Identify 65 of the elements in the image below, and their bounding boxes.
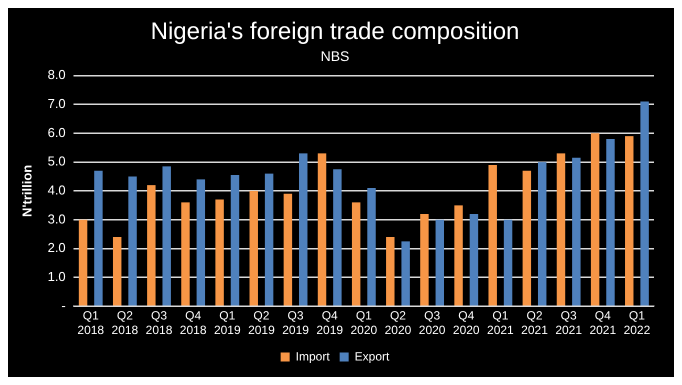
legend-label: Import bbox=[296, 349, 330, 364]
y-axis-title: N'trillion bbox=[19, 164, 34, 217]
x-tick-label: Q2 2019 bbox=[248, 308, 276, 338]
bar bbox=[556, 153, 566, 306]
x-tick-label: Q2 2021 bbox=[521, 308, 548, 338]
bar bbox=[572, 158, 581, 306]
y-tick-label: 4.0 bbox=[48, 182, 66, 198]
chart-subtitle: NBS bbox=[320, 48, 350, 64]
x-tick-label: Q1 2018 bbox=[77, 308, 104, 338]
bar bbox=[284, 194, 292, 306]
x-tick-label: Q1 2021 bbox=[487, 308, 514, 338]
bar bbox=[420, 214, 429, 306]
bar bbox=[299, 153, 308, 306]
y-tick-label: 1.0 bbox=[48, 268, 66, 284]
x-tick-label: Q3 2019 bbox=[282, 308, 310, 338]
bar bbox=[94, 170, 103, 306]
x-tick-label: Q1 2022 bbox=[624, 308, 651, 338]
x-tick-label: Q1 2019 bbox=[214, 308, 241, 338]
x-tick-label: Q3 2020 bbox=[418, 308, 446, 338]
bar bbox=[78, 220, 88, 306]
bar bbox=[367, 188, 376, 306]
bar bbox=[196, 179, 206, 306]
x-tick-label: Q2 2018 bbox=[112, 308, 139, 338]
y-tick-label: 6.0 bbox=[48, 124, 66, 140]
bar bbox=[454, 205, 463, 306]
y-tick-label: 5.0 bbox=[48, 154, 66, 169]
chart-title: Nigeria's foreign trade composition bbox=[150, 18, 520, 46]
bar bbox=[386, 237, 395, 306]
y-tick-label: 2.0 bbox=[48, 240, 66, 256]
x-tick-label: Q3 2018 bbox=[146, 308, 173, 338]
bar bbox=[162, 166, 171, 306]
bar bbox=[522, 170, 532, 306]
bar bbox=[590, 133, 600, 306]
x-tick-label: Q1 2020 bbox=[350, 308, 378, 338]
y-tick-label: 3.0 bbox=[48, 211, 66, 226]
x-tick-label: Q4 2018 bbox=[180, 308, 207, 338]
bar bbox=[112, 237, 122, 306]
bar bbox=[128, 176, 137, 306]
bar bbox=[264, 174, 274, 306]
bar bbox=[470, 214, 478, 306]
bar bbox=[181, 202, 190, 306]
bar bbox=[250, 190, 258, 306]
y-tick-label: 8.0 bbox=[48, 67, 66, 82]
bar bbox=[352, 202, 360, 306]
x-tick-label: Q4 2020 bbox=[452, 308, 480, 338]
x-tick-label: Q2 2020 bbox=[384, 308, 412, 338]
bar bbox=[401, 241, 410, 306]
y-tick-label: - bbox=[61, 298, 66, 313]
bar bbox=[538, 162, 546, 306]
bar bbox=[625, 136, 634, 306]
bar bbox=[215, 200, 224, 306]
bar bbox=[318, 153, 326, 306]
bar bbox=[488, 164, 497, 306]
bar bbox=[147, 185, 156, 306]
bar bbox=[504, 220, 512, 306]
bar bbox=[230, 175, 240, 306]
y-tick-label: 7.0 bbox=[48, 96, 66, 112]
x-tick-label: Q3 2021 bbox=[555, 308, 582, 338]
x-tick-label: Q4 2021 bbox=[589, 308, 616, 338]
bar bbox=[606, 139, 615, 306]
legend-label: Export bbox=[354, 349, 390, 364]
bar bbox=[640, 102, 649, 306]
bar bbox=[333, 169, 342, 306]
bar bbox=[436, 220, 444, 306]
x-tick-label: Q4 2019 bbox=[316, 308, 344, 338]
